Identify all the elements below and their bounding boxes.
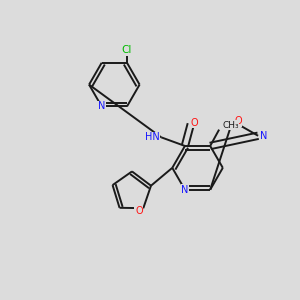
Text: N: N bbox=[260, 131, 267, 141]
Text: Cl: Cl bbox=[122, 45, 132, 55]
Text: O: O bbox=[190, 118, 198, 128]
Text: HN: HN bbox=[145, 132, 160, 142]
Text: O: O bbox=[135, 206, 143, 216]
Text: N: N bbox=[98, 101, 105, 112]
Text: CH₃: CH₃ bbox=[222, 121, 239, 130]
Text: O: O bbox=[234, 116, 242, 126]
Text: N: N bbox=[181, 185, 189, 195]
